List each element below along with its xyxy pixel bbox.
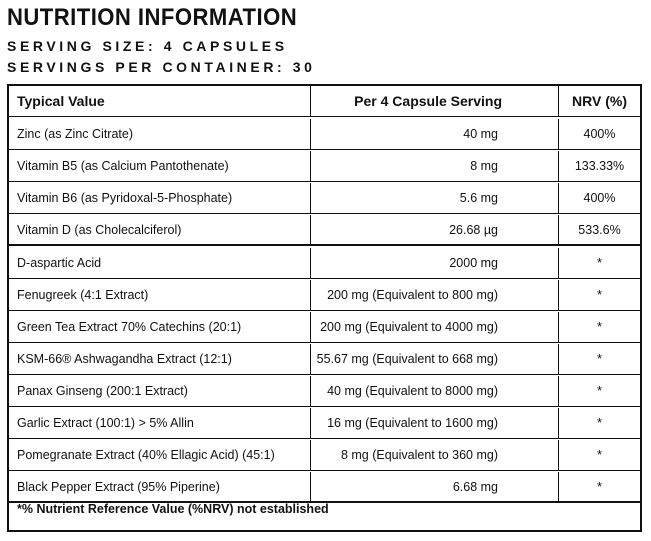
amount-per-serving: 5.6 mg [311,183,559,213]
table-row: Black Pepper Extract (95% Piperine) 6.68… [9,472,640,503]
amount-per-serving: 55.67 mg (Equivalent to 668 mg) [311,344,559,374]
nrv-value: 533.6% [578,222,621,237]
table-row: KSM-66® Ashwagandha Extract (12:1) 55.67… [9,344,640,375]
nrv-value: * [597,448,602,462]
nutrient-name: KSM-66® Ashwagandha Extract (12:1) [9,344,311,374]
nutrient-name: D-aspartic Acid [9,248,311,278]
nutrition-table: Typical Value Per 4 Capsule Serving NRV … [7,84,642,532]
amount-per-serving: 200 mg (Equivalent to 800 mg) [311,280,559,310]
nutrient-name: Vitamin B6 (as Pyridoxal-5-Phosphate) [9,183,311,213]
nutrient-name: Vitamin D (as Cholecalciferol) [9,215,311,244]
nrv-value: * [597,256,602,270]
nutrient-name: Garlic Extract (100:1) > 5% Allin [9,408,311,438]
table-header-row: Typical Value Per 4 Capsule Serving NRV … [9,86,640,117]
amount-per-serving: 40 mg (Equivalent to 8000 mg) [311,376,559,406]
table-row: Panax Ginseng (200:1 Extract) 40 mg (Equ… [9,376,640,407]
table-row: Zinc (as Zinc Citrate) 40 mg 400% [9,119,640,150]
amount-per-serving: 26.68 µg [311,215,559,244]
nutrient-name: Panax Ginseng (200:1 Extract) [9,376,311,406]
amount-per-serving: 8 mg [311,151,559,181]
nrv-value: 400% [583,191,616,205]
page-title: NUTRITION INFORMATION [7,4,298,31]
amount-per-serving: 2000 mg [311,248,559,278]
table-row: Fenugreek (4:1 Extract) 200 mg (Equivale… [9,280,640,311]
table-row: D-aspartic Acid 2000 mg * [9,248,640,279]
nrv-value: 400% [583,127,616,141]
nrv-value: 133.33% [574,159,625,173]
nrv-value: * [597,320,602,334]
table-row: Pomegranate Extract (40% Ellagic Acid) (… [9,440,640,471]
nutrient-name: Green Tea Extract 70% Catechins (20:1) [9,312,311,342]
nrv-value: * [597,352,602,366]
table-row: Vitamin B6 (as Pyridoxal-5-Phosphate) 5.… [9,183,640,214]
table-row: Vitamin B5 (as Calcium Pantothenate) 8 m… [9,151,640,182]
nrv-footnote: *% Nutrient Reference Value (%NRV) not e… [17,502,329,516]
nutrient-name: Black Pepper Extract (95% Piperine) [9,472,311,501]
amount-per-serving: 8 mg (Equivalent to 360 mg) [311,440,559,470]
column-header-per-serving: Per 4 Capsule Serving [311,86,559,116]
table-row: Vitamin D (as Cholecalciferol) 26.68 µg … [9,215,640,246]
table-row: Garlic Extract (100:1) > 5% Allin 16 mg … [9,408,640,439]
nutrient-name: Pomegranate Extract (40% Ellagic Acid) (… [9,440,311,470]
serving-size: SERVING SIZE: 4 CAPSULES [7,38,288,54]
nutrient-name: Vitamin B5 (as Calcium Pantothenate) [9,151,311,181]
servings-per-container: SERVINGS PER CONTAINER: 30 [7,59,316,75]
amount-per-serving: 16 mg (Equivalent to 1600 mg) [311,408,559,438]
nrv-value: * [597,384,602,398]
nrv-value: * [597,416,602,430]
amount-per-serving: 40 mg [311,119,559,149]
nutrient-name: Zinc (as Zinc Citrate) [9,119,311,149]
column-header-nrv: NRV (%) [572,93,627,109]
column-header-typical-value: Typical Value [9,86,311,116]
nutrient-name: Fenugreek (4:1 Extract) [9,280,311,310]
nrv-value: * [597,288,602,302]
amount-per-serving: 6.68 mg [311,472,559,501]
amount-per-serving: 200 mg (Equivalent to 4000 mg) [311,312,559,342]
nrv-value: * [597,479,602,494]
table-row: Green Tea Extract 70% Catechins (20:1) 2… [9,312,640,343]
